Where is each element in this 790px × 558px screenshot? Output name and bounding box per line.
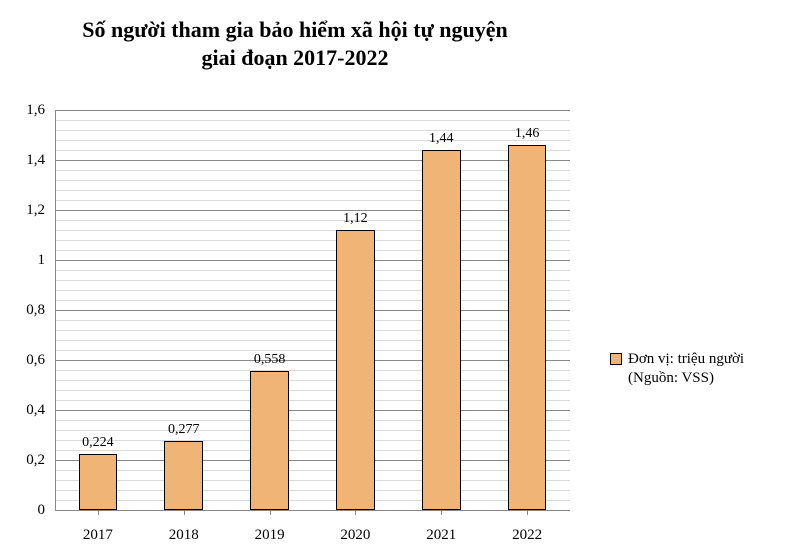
bar: [79, 454, 118, 510]
grid-minor: [55, 300, 570, 301]
bar: [250, 371, 289, 511]
title-line1: Số người tham gia bảo hiểm xã hội tự ngu…: [82, 17, 508, 42]
bar-value-label: 1,46: [497, 127, 557, 141]
bar: [336, 230, 375, 510]
grid-minor: [55, 500, 570, 501]
plot-area: [55, 110, 570, 510]
grid-minor: [55, 290, 570, 291]
x-tick: [98, 510, 99, 515]
grid-major: [55, 260, 570, 261]
bar-value-label: 0,224: [68, 436, 128, 450]
grid-minor: [55, 370, 570, 371]
bar-value-label: 1,12: [325, 212, 385, 226]
y-tick-label: 0: [0, 503, 45, 518]
grid-major: [55, 510, 570, 511]
grid-minor: [55, 140, 570, 141]
grid-major: [55, 210, 570, 211]
grid-minor: [55, 450, 570, 451]
chart-container: Số người tham gia bảo hiểm xã hội tự ngu…: [0, 0, 790, 558]
grid-major: [55, 360, 570, 361]
bar: [508, 145, 547, 510]
bar-value-label: 1,44: [411, 132, 471, 146]
x-tick: [441, 510, 442, 515]
bar: [164, 441, 203, 510]
grid-minor: [55, 440, 570, 441]
y-tick-label: 1,4: [0, 153, 45, 168]
grid-major: [55, 110, 570, 111]
x-tick: [270, 510, 271, 515]
legend-text: Đơn vị: triệu người (Nguồn: VSS): [628, 350, 744, 388]
y-axis-line: [55, 110, 56, 510]
grid-minor: [55, 240, 570, 241]
bar-value-label: 0,277: [154, 423, 214, 437]
grid-minor: [55, 430, 570, 431]
grid-minor: [55, 220, 570, 221]
x-tick-label: 2022: [497, 528, 557, 543]
grid-major: [55, 460, 570, 461]
x-tick-label: 2017: [68, 528, 128, 543]
grid-minor: [55, 320, 570, 321]
x-tick-label: 2018: [154, 528, 214, 543]
grid-minor: [55, 170, 570, 171]
legend: Đơn vị: triệu người (Nguồn: VSS): [610, 350, 744, 388]
grid-minor: [55, 350, 570, 351]
x-tick-label: 2019: [240, 528, 300, 543]
grid-minor: [55, 190, 570, 191]
legend-swatch: [610, 353, 622, 365]
legend-line1: Đơn vị: triệu người: [628, 351, 744, 367]
y-tick-label: 1,2: [0, 203, 45, 218]
x-tick-label: 2020: [325, 528, 385, 543]
grid-minor: [55, 180, 570, 181]
x-tick: [527, 510, 528, 515]
grid-minor: [55, 340, 570, 341]
grid-minor: [55, 390, 570, 391]
grid-minor: [55, 250, 570, 251]
y-tick-label: 1,6: [0, 103, 45, 118]
grid-minor: [55, 330, 570, 331]
grid-minor: [55, 400, 570, 401]
grid-minor: [55, 270, 570, 271]
grid-major: [55, 310, 570, 311]
grid-minor: [55, 280, 570, 281]
x-tick-label: 2021: [411, 528, 471, 543]
chart-title: Số người tham gia bảo hiểm xã hội tự ngu…: [0, 16, 590, 71]
y-tick-label: 0,2: [0, 453, 45, 468]
y-tick-label: 0,8: [0, 303, 45, 318]
grid-minor: [55, 420, 570, 421]
x-tick: [355, 510, 356, 515]
grid-minor: [55, 150, 570, 151]
bar: [422, 150, 461, 510]
grid-major: [55, 160, 570, 161]
grid-minor: [55, 380, 570, 381]
grid-minor: [55, 230, 570, 231]
title-line2: giai đoạn 2017-2022: [201, 45, 388, 70]
x-tick: [184, 510, 185, 515]
grid-minor: [55, 490, 570, 491]
grid-minor: [55, 200, 570, 201]
y-tick-label: 0,4: [0, 403, 45, 418]
y-tick-label: 0,6: [0, 353, 45, 368]
grid-major: [55, 410, 570, 411]
y-tick-label: 1: [0, 253, 45, 268]
grid-minor: [55, 470, 570, 471]
grid-minor: [55, 480, 570, 481]
bar-value-label: 0,558: [240, 353, 300, 367]
legend-line2: (Nguồn: VSS): [628, 370, 714, 386]
grid-minor: [55, 130, 570, 131]
grid-minor: [55, 120, 570, 121]
